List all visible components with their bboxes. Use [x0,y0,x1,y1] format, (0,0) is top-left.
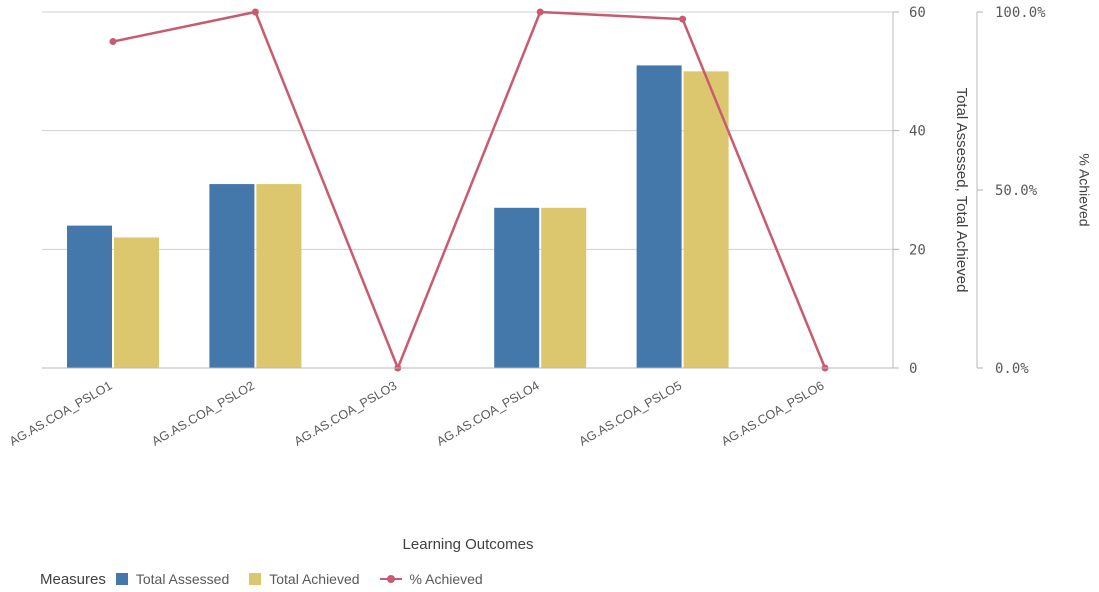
y-tick-label: 20 [909,242,926,258]
bar-total-achieved [114,237,159,368]
point-percent-achieved [679,15,687,23]
y-right-tick-label: 50.0% [995,183,1038,199]
bar-total-assessed [67,225,112,368]
right-axis-title: Total Assessed, Total Achieved [953,88,970,293]
x-axis-title: Learning Outcomes [403,536,534,553]
point-percent-achieved [109,38,117,46]
chart: 0 20 40 60 0.0% 50.0% 100.0% AG.AS.COA_PSLO1 AG… [7,5,1092,553]
x-category-label: AG.AS.COA_PSLO4 [434,378,542,448]
legend-title: Measures [40,570,106,588]
legend-label-percent-achieved: % Achieved [409,571,483,587]
legend: Measures Total Assessed Total Achieved %… [40,568,503,590]
legend-label-total-assessed: Total Assessed [135,571,230,587]
legend-swatch-total-achieved [249,573,262,585]
point-percent-achieved [251,8,259,16]
x-category-label: AG.AS.COA_PSLO3 [292,378,400,448]
y-right-tick-label: 0.0% [995,361,1029,377]
legend-swatch-total-assessed [115,573,128,585]
point-percent-achieved [536,8,544,16]
y-tick-label: 60 [909,5,926,21]
y-tick-label: 40 [909,124,926,140]
legend-label-total-achieved: Total Achieved [269,571,360,587]
bar-total-achieved [683,71,729,368]
y-right-tick-label: 100.0% [995,5,1046,21]
legend-item-total-achieved[interactable]: Total Achieved [249,571,360,587]
x-category-label: AG.AS.COA_PSLO6 [719,378,827,448]
right-percent-axis-title: % Achieved [1076,153,1092,226]
bar-total-assessed [494,207,540,368]
bar-total-achieved [256,184,302,368]
y-tick-label: 0 [909,361,917,377]
bar-total-achieved [541,207,587,368]
line-percent-achieved [112,10,827,370]
x-category-label: AG.AS.COA_PSLO1 [7,378,115,448]
legend-swatch-percent-achieved [379,573,402,585]
bar-total-assessed [209,184,255,368]
x-category-label: AG.AS.COA_PSLO2 [149,378,257,448]
bar-total-assessed [636,65,682,369]
legend-item-percent-achieved[interactable]: % Achieved [379,571,483,587]
legend-item-total-assessed[interactable]: Total Assessed [115,571,230,587]
x-category-label: AG.AS.COA_PSLO5 [577,378,685,448]
